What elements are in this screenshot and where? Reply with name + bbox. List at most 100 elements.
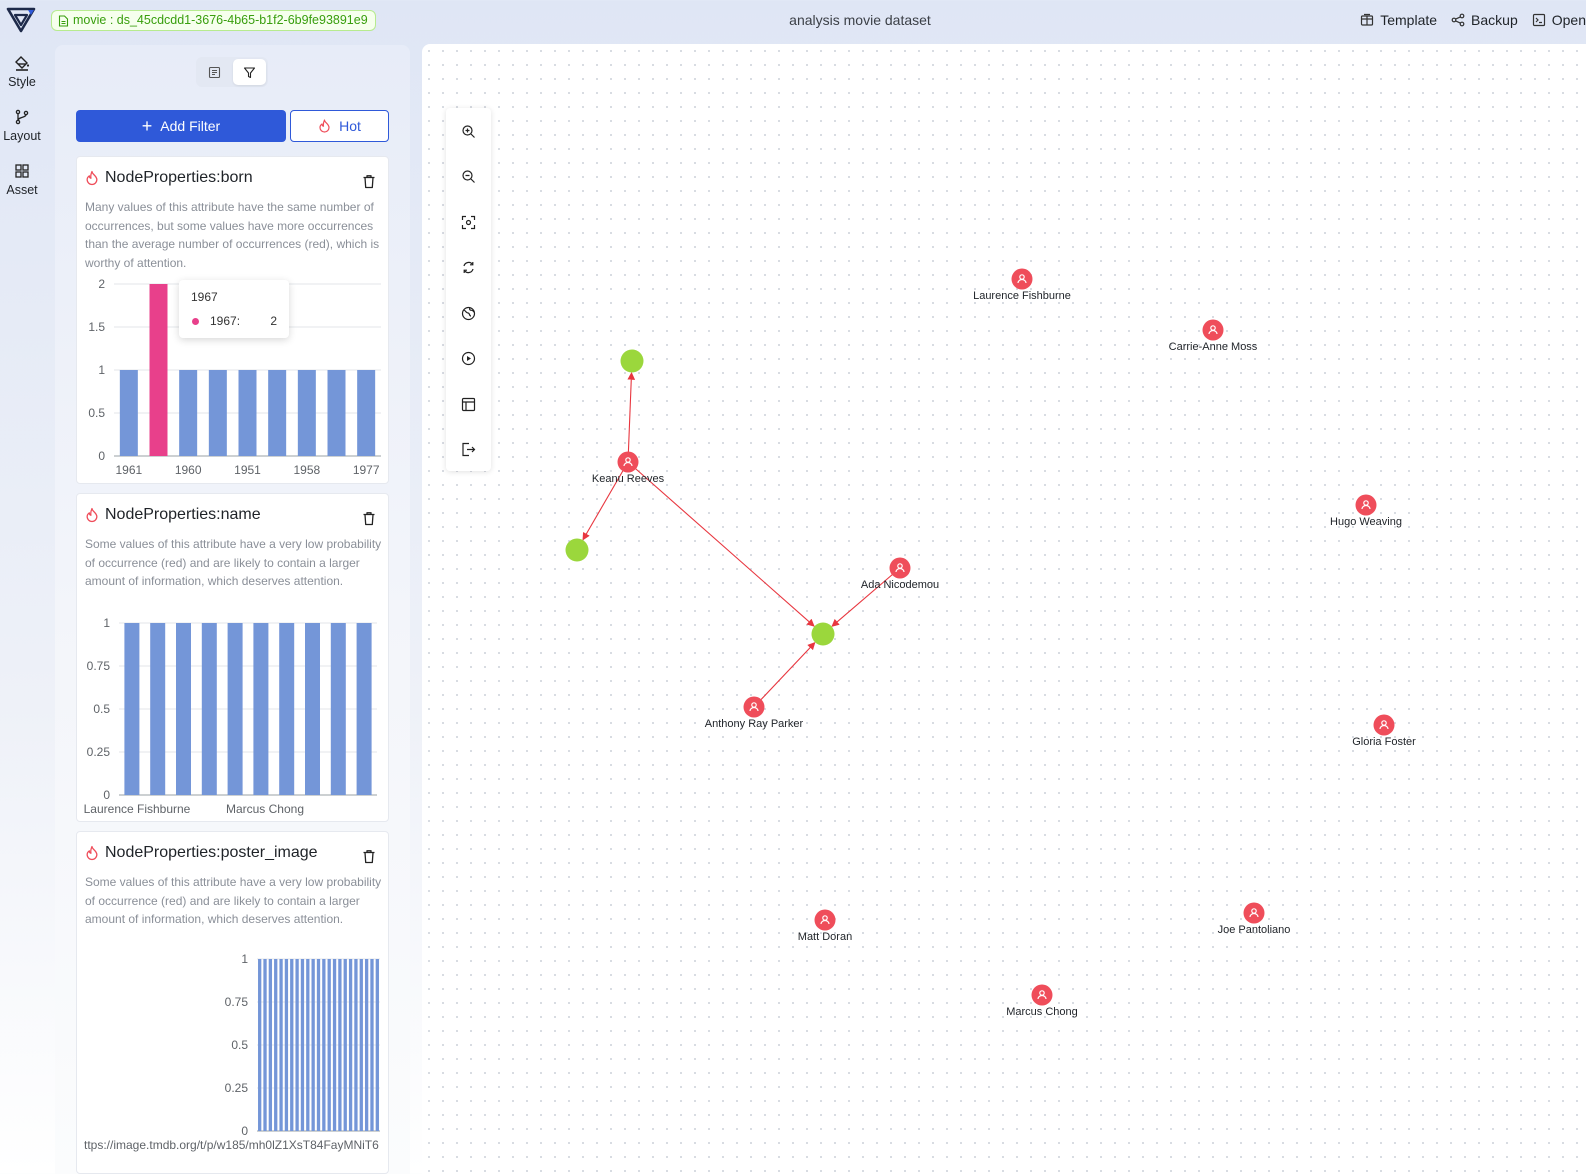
bar <box>295 959 299 1131</box>
person-icon-body <box>1249 912 1259 918</box>
flame-icon <box>86 845 98 861</box>
branch-icon <box>15 109 29 125</box>
filter-card-poster-image: NodeProperties:poster_image Some values … <box>76 831 389 1174</box>
card-title: NodeProperties:name <box>85 506 261 524</box>
node-label: Ada Nicodemou <box>861 579 939 591</box>
graph-edge <box>582 470 624 541</box>
node-label: Carrie-Anne Moss <box>1169 341 1258 353</box>
bar <box>370 959 374 1131</box>
person-icon-body <box>749 706 759 712</box>
graph-view[interactable]: Laurence Fishburne Carrie-Anne Moss Keanu … <box>422 44 1586 1174</box>
flame-icon <box>319 119 330 133</box>
tab-list[interactable] <box>198 59 231 85</box>
node-label: Matt Doran <box>798 931 852 943</box>
backup-button[interactable]: Backup <box>1451 12 1518 28</box>
export-icon[interactable] <box>461 442 476 457</box>
tooltip-title: 1967 <box>191 290 218 304</box>
y-tick-label: 2 <box>98 277 105 291</box>
bar <box>306 959 310 1131</box>
template-button[interactable]: Template <box>1360 12 1437 28</box>
card-description: Some values of this attribute have a ver… <box>85 537 382 589</box>
hot-button[interactable]: Hot <box>290 110 389 142</box>
zoom-in-icon[interactable] <box>461 124 476 139</box>
filter-card-name: NodeProperties:name Some values of this … <box>76 493 389 822</box>
bar <box>316 959 321 1131</box>
layout-panel-icon[interactable] <box>461 397 476 412</box>
rail-item-layout[interactable]: Layout <box>0 109 44 163</box>
node-label: Marcus Chong <box>1006 1006 1078 1018</box>
bar <box>364 959 369 1131</box>
list-icon <box>208 66 221 78</box>
backup-label: Backup <box>1471 12 1518 28</box>
movie-node <box>565 538 589 562</box>
trash-icon[interactable] <box>362 174 376 189</box>
flame-icon <box>86 507 98 523</box>
globe-icon[interactable] <box>461 306 476 321</box>
graph-edge <box>831 574 893 627</box>
tooltip-series: 1967: <box>210 314 241 328</box>
node-label: Hugo Weaving <box>1330 516 1402 528</box>
bar <box>343 959 347 1131</box>
poster-image-chart[interactable]: 0 0.25 0.5 0.75 1 ttps://image.tmdb.org/t/p/w… <box>77 832 390 1174</box>
x-tick-label: Marcus Chong <box>226 802 304 816</box>
node-label: Gloria Foster <box>1352 736 1416 748</box>
refresh-layout-icon[interactable] <box>461 260 476 275</box>
bar <box>348 959 353 1131</box>
x-tick-label: 1951 <box>234 463 261 477</box>
open-button[interactable]: Open <box>1532 12 1586 28</box>
trash-icon[interactable] <box>362 511 376 526</box>
bar <box>284 959 289 1131</box>
graph-canvas[interactable]: Laurence Fishburne Carrie-Anne Moss Keanu … <box>422 44 1586 1174</box>
x-tick-label: 1958 <box>293 463 320 477</box>
y-tick-label: 0 <box>103 788 110 802</box>
name-chart[interactable]: 0 0.25 0.5 0.75 1 Laurence Fishburne Marcus Ch… <box>77 494 390 823</box>
bar <box>263 959 267 1131</box>
card-title-text: NodeProperties:poster_image <box>105 844 318 861</box>
bar <box>119 370 138 456</box>
bar <box>330 623 346 795</box>
grid-icon <box>15 164 29 178</box>
tab-filter[interactable] <box>233 59 266 85</box>
born-chart[interactable]: 0 0.5 1 1.5 2 1961 1960 1951 1958 1977 <box>77 157 390 485</box>
plus-icon: + <box>141 116 153 136</box>
bar <box>279 959 283 1131</box>
y-tick-label: 0.25 <box>225 1081 249 1095</box>
person-icon-body <box>623 461 633 467</box>
node-label: Laurence Fishburne <box>973 290 1071 302</box>
rail-item-asset[interactable]: Asset <box>0 163 44 217</box>
bar <box>279 623 295 795</box>
rail-label-layout: Layout <box>3 129 41 143</box>
y-tick-label: 1 <box>241 952 248 966</box>
chart-tooltip: 1967 1967: 2 <box>179 280 289 338</box>
bar <box>359 959 363 1131</box>
open-label: Open <box>1551 12 1586 28</box>
person-icon-body <box>1037 994 1047 1000</box>
hot-label: Hot <box>339 118 361 134</box>
rail-label-style: Style <box>8 75 36 89</box>
bar <box>297 370 316 456</box>
bar <box>176 623 191 795</box>
bar <box>253 623 269 795</box>
movie-node <box>811 622 835 646</box>
y-tick-label: 1 <box>98 363 105 377</box>
app-logo[interactable] <box>6 6 36 34</box>
node-label: Joe Pantoliano <box>1218 924 1291 936</box>
bar <box>354 959 358 1131</box>
trash-icon[interactable] <box>362 849 376 864</box>
add-filter-button[interactable]: + Add Filter <box>76 110 286 142</box>
rail-item-style[interactable]: Style <box>0 55 44 109</box>
zoom-out-icon[interactable] <box>461 169 476 184</box>
dataset-badge[interactable]: movie : ds_45cdcdd1-3676-4b65-b1f2-6b9fe… <box>51 10 376 31</box>
template-icon <box>1361 13 1374 26</box>
bar <box>305 623 320 795</box>
play-icon[interactable] <box>461 351 476 366</box>
person-icon-body <box>1208 329 1218 335</box>
bar <box>375 959 379 1131</box>
bar <box>268 959 273 1131</box>
filter-panel: + Add Filter Hot NodeProperties:born Man… <box>55 45 410 1174</box>
fit-view-icon[interactable] <box>461 215 476 230</box>
header-actions: Template Backup Open <box>1360 12 1586 28</box>
paint-bucket-icon <box>15 56 30 71</box>
bar <box>327 370 346 456</box>
y-tick-label: 1.5 <box>88 320 105 334</box>
